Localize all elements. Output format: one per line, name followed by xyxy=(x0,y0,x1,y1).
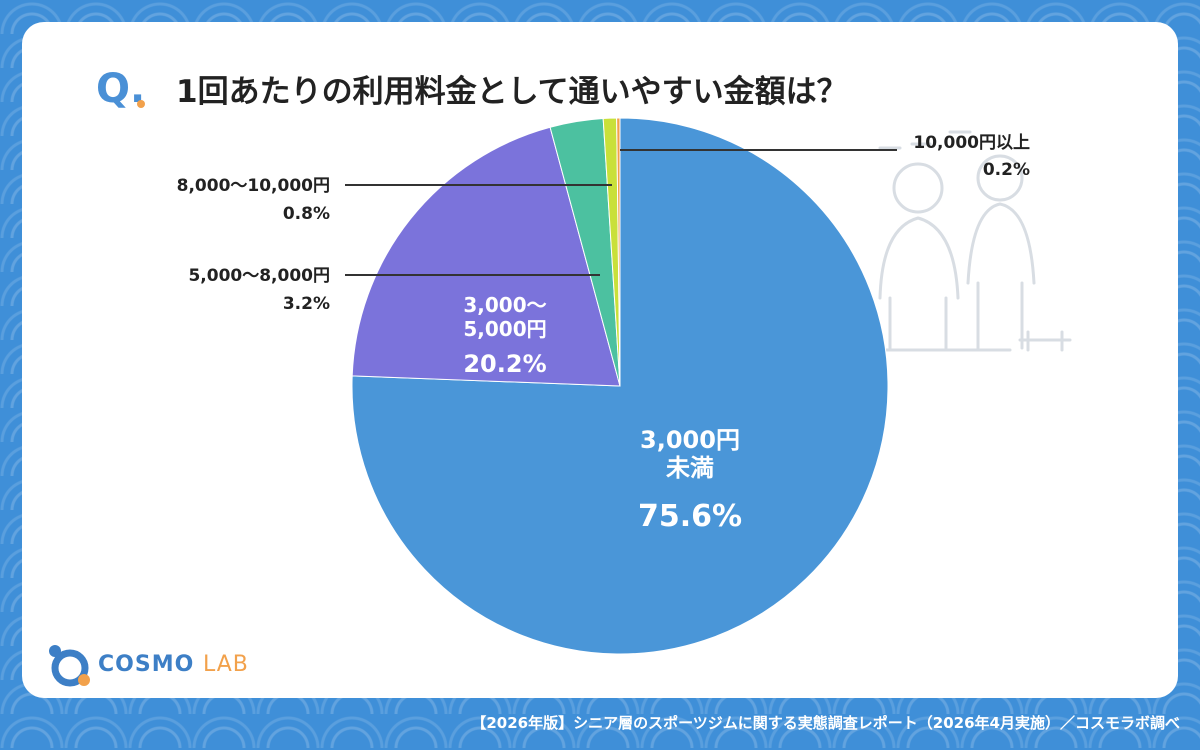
slice-value-1: 20.2% xyxy=(463,350,546,378)
chart-title: 1回あたりの利用料金として通いやすい金額は？ xyxy=(176,74,848,110)
slice-label-3: 8,000～10,000円 xyxy=(177,176,330,196)
question-dot-icon xyxy=(137,100,145,108)
slice-value-4: 0.2% xyxy=(983,160,1030,180)
pie-slice-4 xyxy=(616,117,621,387)
logo-name: COSMO xyxy=(98,652,195,677)
slice-label-0-1: 未満 xyxy=(666,454,714,482)
slice-label-4: 10,000円以上 xyxy=(913,133,1030,153)
source-footer: 【2026年版】シニア層のスポーツジムに関する実態調査レポート（2026年4月実… xyxy=(471,714,1180,732)
slice-value-2: 3.2% xyxy=(283,294,330,314)
slice-value-3: 0.8% xyxy=(283,204,330,224)
slice-value-0: 75.6% xyxy=(638,499,742,534)
logo-icon xyxy=(46,642,246,688)
logo-wordmark: COSMO LAB xyxy=(98,652,249,677)
slice-label-1-1: 5,000円 xyxy=(463,317,546,341)
logo-suffix: LAB xyxy=(202,652,249,677)
pie-slice-1 xyxy=(351,126,621,387)
slice-label-2: 5,000～8,000円 xyxy=(188,266,330,286)
seniors-illustration xyxy=(860,118,1080,378)
slice-label-0-0: 3,000円 xyxy=(640,426,740,454)
slice-label-1-0: 3,000～ xyxy=(463,293,546,317)
